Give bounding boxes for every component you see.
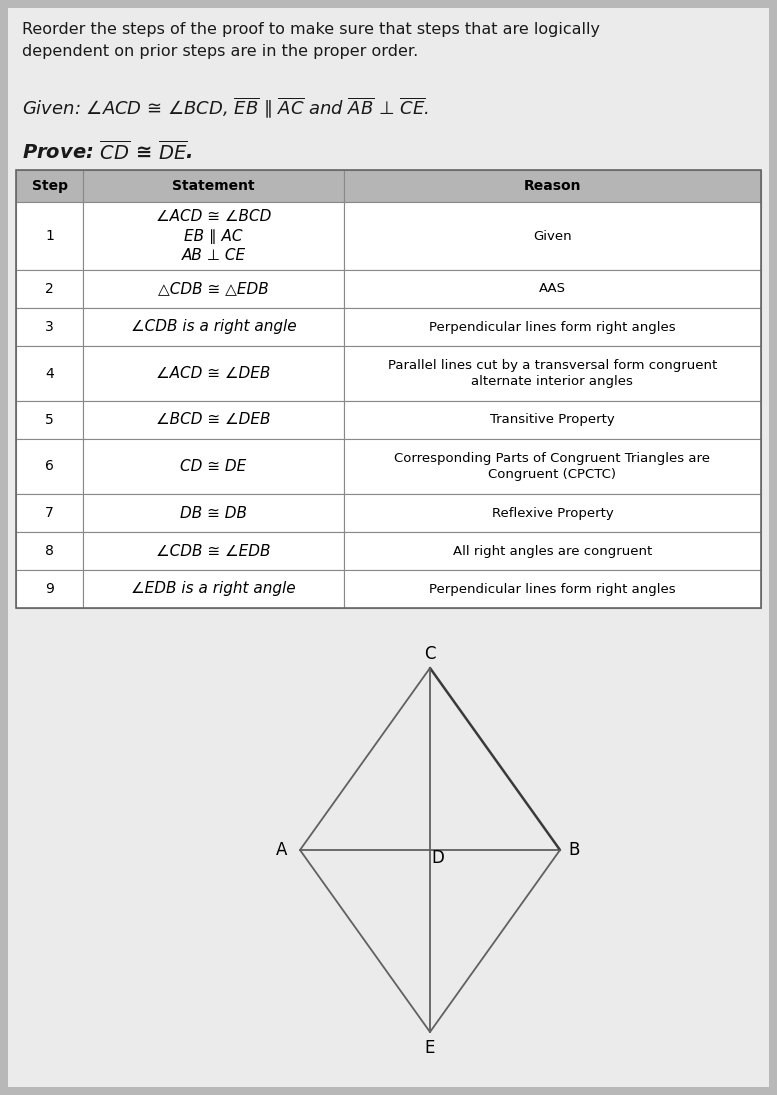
Text: C: C (424, 645, 436, 662)
Text: △CDB ≅ △EDB: △CDB ≅ △EDB (158, 281, 269, 297)
Bar (83, 346, 343, 401)
Text: AAS: AAS (539, 283, 566, 296)
Text: Reflexive Property: Reflexive Property (492, 507, 613, 519)
Bar (16, 439, 83, 494)
Text: Transitive Property: Transitive Property (490, 414, 615, 426)
Text: DB ≅ DB: DB ≅ DB (180, 506, 247, 520)
Text: 1: 1 (45, 229, 54, 243)
Text: Statement: Statement (172, 178, 255, 193)
Text: 2: 2 (45, 283, 54, 296)
Text: CD ≅ DE: CD ≅ DE (180, 459, 246, 474)
Bar (343, 170, 761, 201)
Bar (16, 346, 83, 401)
Text: Step: Step (32, 178, 68, 193)
Text: 5: 5 (45, 413, 54, 427)
Bar (83, 494, 343, 532)
Text: E: E (425, 1039, 435, 1057)
Text: Given: Given (533, 230, 572, 242)
Text: Perpendicular lines form right angles: Perpendicular lines form right angles (429, 321, 676, 334)
Text: 8: 8 (45, 544, 54, 558)
Bar (343, 401, 761, 439)
Bar (343, 270, 761, 308)
Bar (16, 401, 83, 439)
Text: 9: 9 (45, 583, 54, 596)
Bar (83, 201, 343, 270)
Text: ∠EDB is a right angle: ∠EDB is a right angle (131, 581, 296, 597)
Bar (16, 308, 83, 346)
Text: Corresponding Parts of Congruent Triangles are
Congruent (CPCTC): Corresponding Parts of Congruent Triangl… (395, 452, 710, 481)
Text: All right angles are congruent: All right angles are congruent (453, 544, 652, 557)
Bar (83, 570, 343, 608)
Text: 7: 7 (45, 506, 54, 520)
Bar (16, 170, 761, 608)
Text: Perpendicular lines form right angles: Perpendicular lines form right angles (429, 583, 676, 596)
Text: 3: 3 (45, 320, 54, 334)
Text: D: D (431, 849, 444, 867)
Text: Reorder the steps of the proof to make sure that steps that are logically
depend: Reorder the steps of the proof to make s… (22, 22, 600, 59)
Bar (83, 270, 343, 308)
Bar (16, 170, 83, 201)
Bar (16, 570, 83, 608)
Text: Given: ∠ACD ≅ ∠BCD, $\overline{EB}$ ∥ $\overline{AC}$ and $\overline{AB}$ ⊥ $\ov: Given: ∠ACD ≅ ∠BCD, $\overline{EB}$ ∥ $\… (22, 95, 429, 120)
Bar (16, 532, 83, 570)
Text: Parallel lines cut by a transversal form congruent
alternate interior angles: Parallel lines cut by a transversal form… (388, 359, 717, 388)
Text: A: A (277, 841, 287, 858)
Text: 4: 4 (45, 367, 54, 380)
Bar (343, 570, 761, 608)
Bar (83, 532, 343, 570)
Text: ∠ACD ≅ ∠BCD
EB ∥ AC
AB ⊥ CE: ∠ACD ≅ ∠BCD EB ∥ AC AB ⊥ CE (155, 209, 271, 263)
Bar (83, 439, 343, 494)
Bar (343, 494, 761, 532)
Bar (343, 439, 761, 494)
Bar (343, 308, 761, 346)
Text: ∠CDB ≅ ∠EDB: ∠CDB ≅ ∠EDB (156, 543, 270, 558)
Bar (16, 270, 83, 308)
Bar (83, 401, 343, 439)
Bar (16, 494, 83, 532)
Text: Prove: $\overline{CD}$ ≅ $\overline{DE}$.: Prove: $\overline{CD}$ ≅ $\overline{DE}$… (22, 140, 193, 163)
Bar (343, 346, 761, 401)
Text: ∠ACD ≅ ∠DEB: ∠ACD ≅ ∠DEB (156, 366, 270, 381)
Text: B: B (568, 841, 580, 858)
Text: ∠CDB is a right angle: ∠CDB is a right angle (131, 320, 296, 334)
Bar (83, 308, 343, 346)
Text: 6: 6 (45, 460, 54, 473)
Bar (83, 170, 343, 201)
Text: Reason: Reason (524, 178, 581, 193)
Bar (16, 201, 83, 270)
Bar (343, 532, 761, 570)
Bar (343, 201, 761, 270)
Text: ∠BCD ≅ ∠DEB: ∠BCD ≅ ∠DEB (156, 413, 270, 427)
